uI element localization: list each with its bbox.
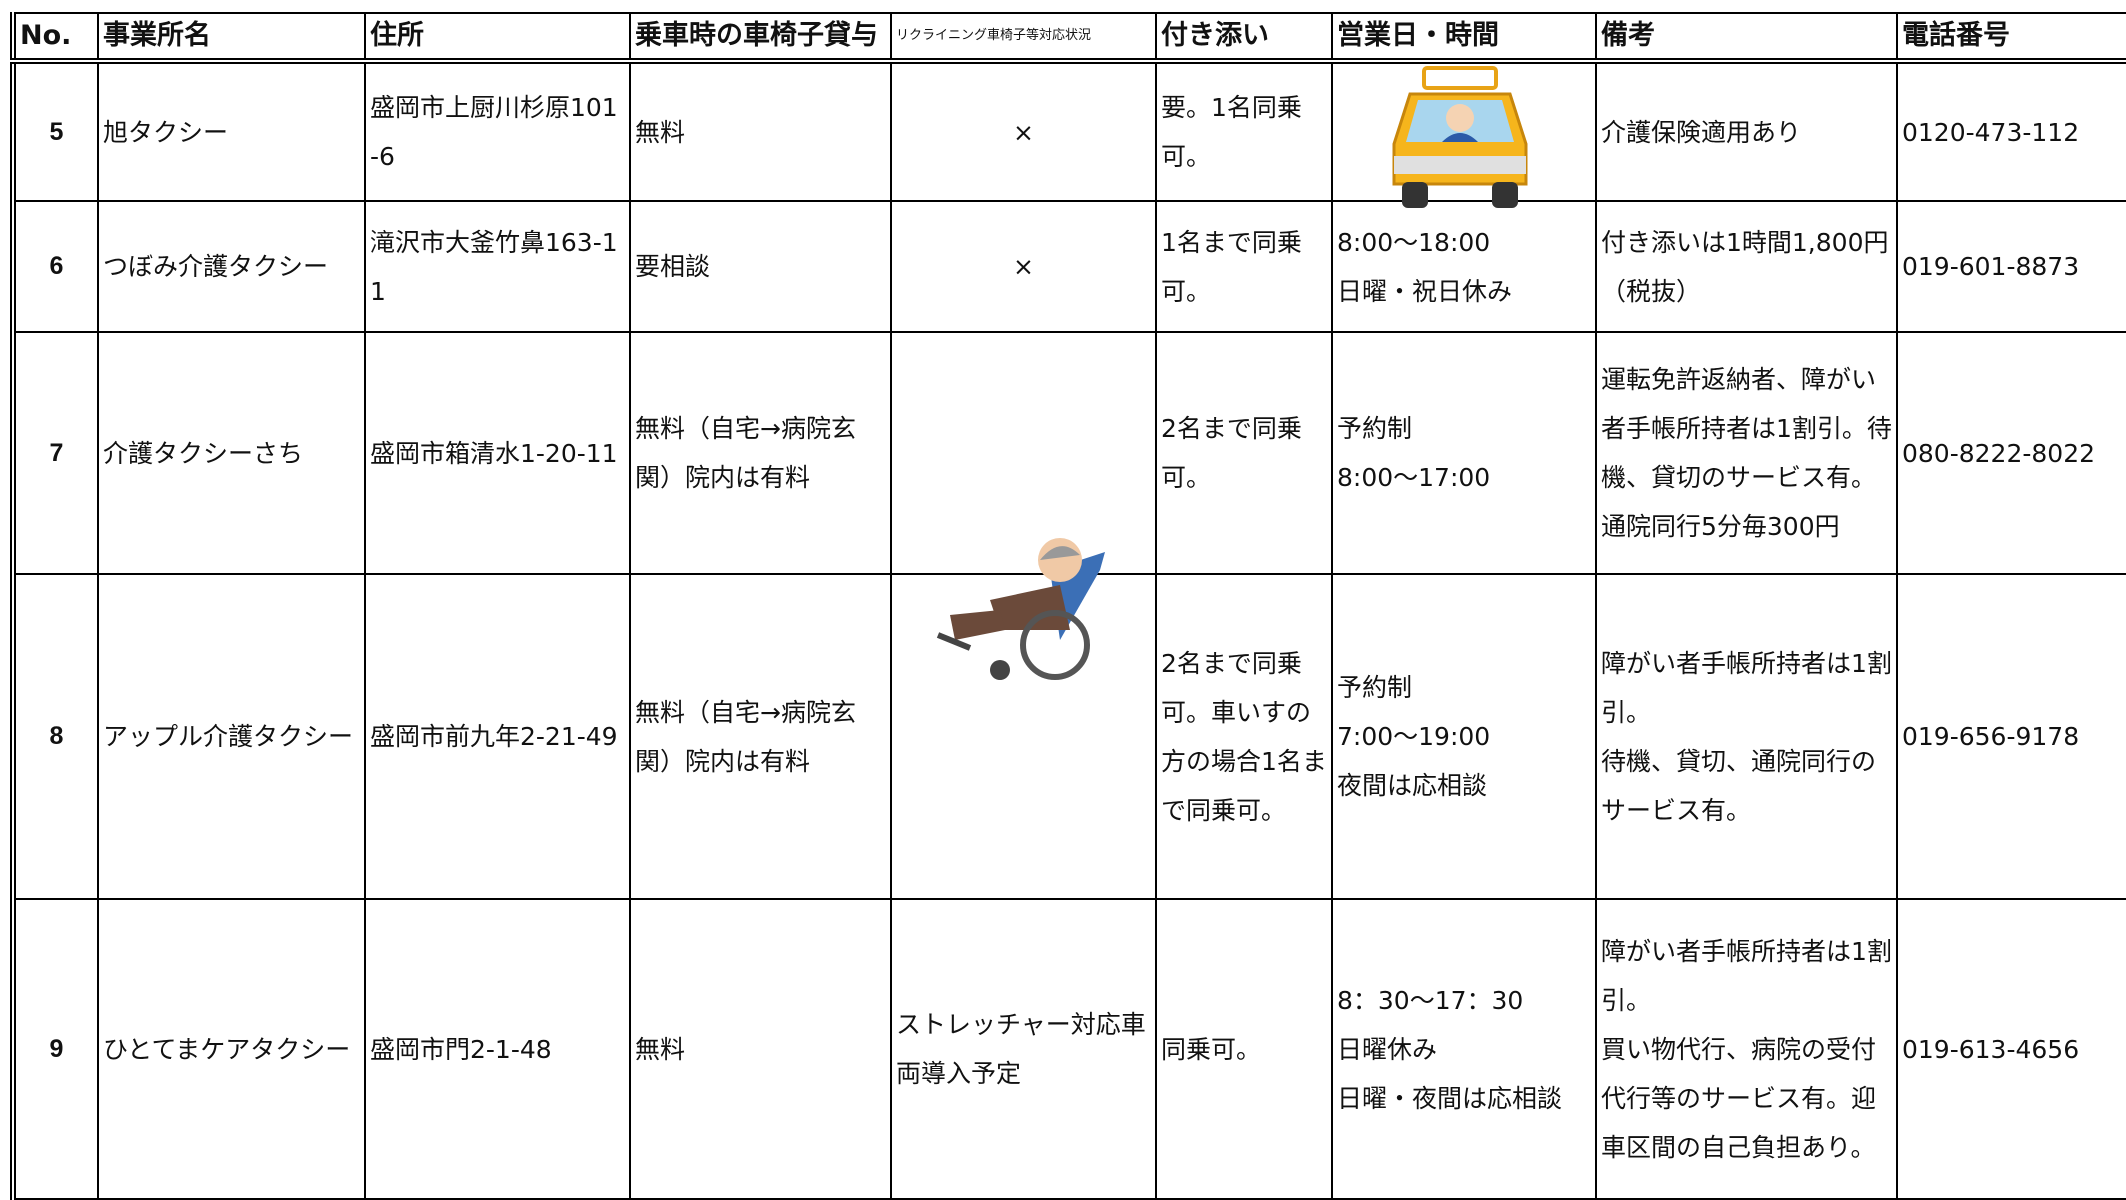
table-cell: 無料: [629, 60, 892, 202]
table-cell: 019-656-9178: [1896, 573, 2126, 900]
table-cell: つぼみ介護タクシー: [97, 200, 366, 333]
table-cell: 9: [12, 898, 99, 1200]
table-cell: 8:00〜18:00 日曜・祝日休み: [1331, 200, 1597, 333]
header-cell: 住所: [364, 12, 631, 64]
table-cell: 盛岡市前九年2-21-49: [364, 573, 631, 900]
table-cell: 無料: [629, 898, 892, 1200]
table-row: 6 つぼみ介護タクシー 滝沢市大釜竹鼻163-11 要相談 × 1名まで同乗可。 8:00〜…: [12, 200, 2126, 333]
table-cell: 介護保険適用あり: [1595, 60, 1898, 202]
table-cell: 5: [12, 60, 99, 202]
header-cell: 備考: [1595, 12, 1898, 64]
table-cell: アップル介護タクシー: [97, 573, 366, 900]
table-cell: 019-613-4656: [1896, 898, 2126, 1200]
header-cell: 付き添い: [1155, 12, 1333, 64]
table-cell: 無料（自宅→病院玄関）院内は有料: [629, 573, 892, 900]
taxi-illustration: [1392, 66, 1528, 208]
table-cell: 無料（自宅→病院玄関）院内は有料: [629, 331, 892, 575]
header-cell: 乗車時の車椅子貸与: [629, 12, 892, 64]
header-cell: 事業所名: [97, 12, 366, 64]
table-cell: 障がい者手帳所持者は1割引。 買い物代行、病院の受付代行等のサービス有。迎車区間…: [1595, 898, 1898, 1200]
table-cell: 予約制 8:00〜17:00: [1331, 331, 1597, 575]
table-cell: 2名まで同乗可。車いすの方の場合1名まで同乗可。: [1155, 573, 1333, 900]
table-cell: [890, 331, 1157, 575]
table-cell: 予約制 7:00〜19:00 夜間は応相談: [1331, 573, 1597, 900]
table-row: 8 アップル介護タクシー 盛岡市前九年2-21-49 無料（自宅→病院玄関）院内は有料…: [12, 573, 2126, 900]
table-cell: 080-8222-8022: [1896, 331, 2126, 575]
page: No. 事業所名 住所 乗車時の車椅子貸与 リクライニング車椅子等対応状況 付き添い 営業日…: [10, 12, 2126, 1200]
table-cell: 8：30〜17：30 日曜休み 日曜・夜間は応相談: [1331, 898, 1597, 1200]
table-cell: 運転免許返納者、障がい者手帳所持者は1割引。待機、貸切のサービス有。 通院同行5…: [1595, 331, 1898, 575]
table-cell: 7: [12, 331, 99, 575]
table-cell: 019-601-8873: [1896, 200, 2126, 333]
header-cell: リクライニング車椅子等対応状況: [890, 12, 1157, 64]
wheelchair-illustration: [936, 538, 1105, 680]
taxi-table: No. 事業所名 住所 乗車時の車椅子貸与 リクライニング車椅子等対応状況 付き添い 営業日…: [10, 12, 2126, 1200]
table-cell: 6: [12, 200, 99, 333]
table-cell: ひとてまケアタクシー: [97, 898, 366, 1200]
table-cell: 2名まで同乗可。: [1155, 331, 1333, 575]
table-cell: ×: [890, 200, 1157, 333]
table-cell: 8: [12, 573, 99, 900]
table-row: 5 旭タクシー 盛岡市上厨川杉原101-6 無料 × 要。1名同乗可。 介護保険適用あり 01…: [12, 60, 2126, 202]
header-cell: 営業日・時間: [1331, 12, 1597, 64]
table-cell: ストレッチャー対応車両導入予定: [890, 898, 1157, 1200]
table-cell: 旭タクシー: [97, 60, 366, 202]
table-row: 7 介護タクシーさち 盛岡市箱清水1-20-11 無料（自宅→病院玄関）院内は有料 2名…: [12, 331, 2126, 575]
header-row: No. 事業所名 住所 乗車時の車椅子貸与 リクライニング車椅子等対応状況 付き添い 営業日…: [12, 12, 2126, 64]
table-body: 5 旭タクシー 盛岡市上厨川杉原101-6 無料 × 要。1名同乗可。 介護保険適用あり 01…: [12, 60, 2126, 1200]
header-cell: 電話番号: [1896, 12, 2126, 64]
table-cell: 0120-473-112: [1896, 60, 2126, 202]
table-cell: 滝沢市大釜竹鼻163-11: [364, 200, 631, 333]
table-cell: 付き添いは1時間1,800円（税抜）: [1595, 200, 1898, 333]
table-cell: ×: [890, 60, 1157, 202]
table-cell: 盛岡市箱清水1-20-11: [364, 331, 631, 575]
table-cell: 障がい者手帳所持者は1割引。 待機、貸切、通院同行のサービス有。: [1595, 573, 1898, 900]
table-cell: 盛岡市門2-1-48: [364, 898, 631, 1200]
table-cell: 1名まで同乗可。: [1155, 200, 1333, 333]
table-cell: 要。1名同乗可。: [1155, 60, 1333, 202]
table-cell: 同乗可。: [1155, 898, 1333, 1200]
table-cell: 要相談: [629, 200, 892, 333]
header-cell: No.: [12, 12, 99, 64]
table-cell: 盛岡市上厨川杉原101-6: [364, 60, 631, 202]
table-cell: 介護タクシーさち: [97, 331, 366, 575]
table-row: 9 ひとてまケアタクシー 盛岡市門2-1-48 無料 ストレッチャー対応車両導入予定 同乗…: [12, 898, 2126, 1200]
